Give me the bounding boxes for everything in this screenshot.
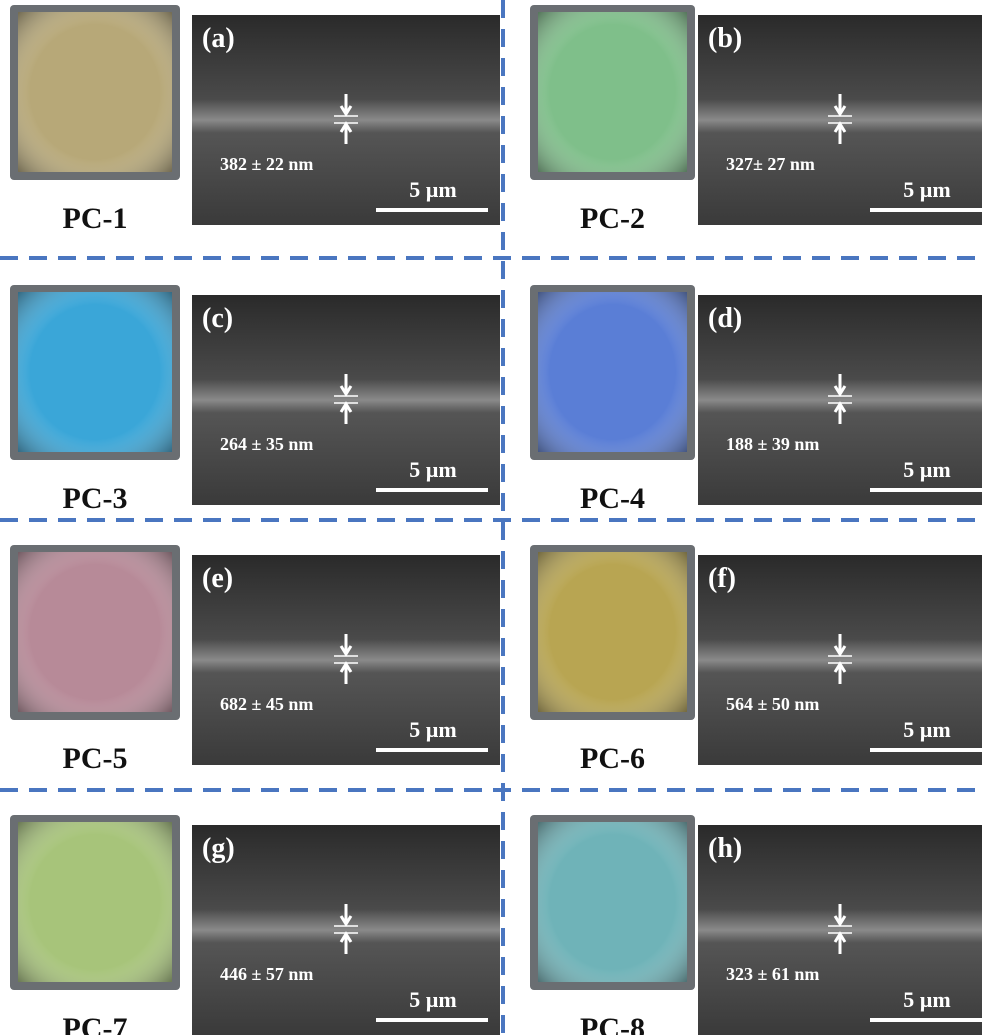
photo-shade: [538, 292, 687, 452]
panel-letter: (d): [708, 303, 742, 334]
scale-label: 5 µm: [409, 457, 457, 482]
panel-letter: (f): [708, 563, 736, 594]
panel: PC-2 (b) 327± 27 nm 5 µm: [530, 5, 982, 235]
photo-shade: [538, 822, 687, 982]
panel-letter: (c): [202, 303, 233, 334]
scale-label: 5 µm: [409, 177, 457, 202]
panel-letter: (a): [202, 23, 235, 54]
thickness-label: 327± 27 nm: [726, 154, 815, 174]
sample-label: PC-3: [63, 482, 128, 515]
photo-shade: [18, 822, 172, 982]
panel: PC-5 (e) 682 ± 45 nm 5 µm: [10, 545, 500, 775]
thickness-label: 188 ± 39 nm: [726, 434, 819, 454]
panel: PC-7 (g) 446 ± 57 nm 5 µm: [10, 815, 500, 1035]
sample-label: PC-5: [63, 742, 128, 775]
thickness-label: 264 ± 35 nm: [220, 434, 313, 454]
thickness-label: 682 ± 45 nm: [220, 694, 313, 714]
sample-label: PC-1: [63, 202, 128, 235]
thickness-label: 323 ± 61 nm: [726, 964, 819, 984]
panel-letter: (e): [202, 563, 233, 594]
scale-label: 5 µm: [903, 717, 951, 742]
scale-label: 5 µm: [903, 457, 951, 482]
photo-shade: [18, 292, 172, 452]
thickness-label: 446 ± 57 nm: [220, 964, 313, 984]
scale-label: 5 µm: [903, 987, 951, 1012]
panel-letter: (g): [202, 833, 235, 864]
sample-label: PC-2: [580, 202, 645, 235]
scale-label: 5 µm: [409, 717, 457, 742]
sample-label: PC-4: [580, 482, 645, 515]
thickness-label: 564 ± 50 nm: [726, 694, 819, 714]
sample-label: PC-6: [580, 742, 645, 775]
panel: PC-6 (f) 564 ± 50 nm 5 µm: [530, 545, 982, 775]
figure: PC-1 (a) 382 ± 22 nm 5 µm PC-2 (b) 327± 27 nm 5…: [0, 0, 982, 1035]
sample-label: PC-7: [63, 1012, 128, 1035]
photo-shade: [18, 12, 172, 172]
photo-shade: [18, 552, 172, 712]
scale-label: 5 µm: [903, 177, 951, 202]
panel-letter: (b): [708, 23, 742, 54]
panel: PC-4 (d) 188 ± 39 nm 5 µm: [530, 285, 982, 515]
photo-shade: [538, 552, 687, 712]
panel: PC-3 (c) 264 ± 35 nm 5 µm: [10, 285, 500, 515]
panel: PC-8 (h) 323 ± 61 nm 5 µm: [530, 815, 982, 1035]
photo-shade: [538, 12, 687, 172]
thickness-label: 382 ± 22 nm: [220, 154, 313, 174]
scale-label: 5 µm: [409, 987, 457, 1012]
sample-label: PC-8: [580, 1012, 645, 1035]
panel-letter: (h): [708, 833, 742, 864]
panel: PC-1 (a) 382 ± 22 nm 5 µm: [10, 5, 500, 235]
